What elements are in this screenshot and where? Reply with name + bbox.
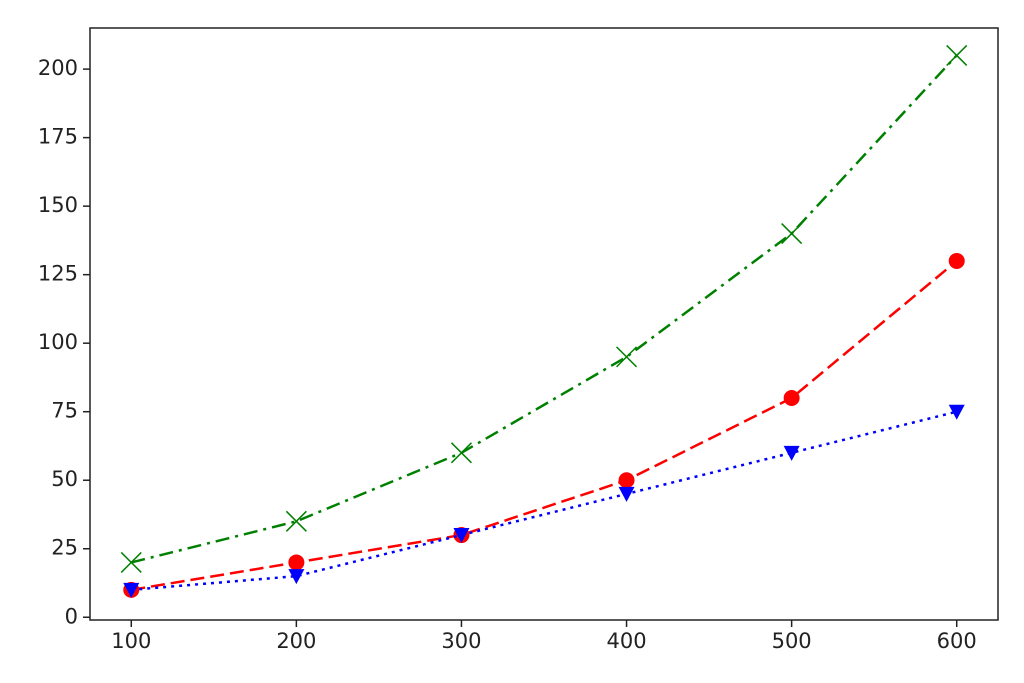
series-line [131,410,958,592]
x-tick-label: 600 [937,629,977,653]
marker [120,551,142,573]
marker [781,223,803,245]
y-tick-label: 25 [51,536,78,560]
y-tick-label: 125 [38,262,78,286]
x-tick-label: 300 [441,629,481,653]
y-tick-label: 50 [51,467,78,491]
plot-area [89,27,999,621]
marker [288,569,305,585]
marker [618,486,635,502]
marker [948,252,965,269]
y-tick-label: 75 [51,399,78,423]
y-tick-label: 100 [38,330,78,354]
marker [285,510,307,532]
x-tick-label: 100 [111,629,151,653]
marker [783,445,800,461]
series-line [131,260,958,592]
marker [450,442,472,464]
y-tick-label: 175 [38,125,78,149]
marker [946,44,968,66]
series-line [130,54,958,564]
marker [453,528,470,544]
y-tick-label: 200 [38,56,78,80]
marker [123,582,140,598]
marker [783,390,800,406]
y-tick-label: 150 [38,193,78,217]
x-tick-label: 400 [606,629,646,653]
marker [618,472,635,489]
marker [616,346,638,368]
marker [948,404,965,420]
x-tick-label: 500 [772,629,812,653]
x-tick-label: 200 [276,629,316,653]
marker [288,554,305,571]
y-tick-label: 0 [65,604,78,628]
